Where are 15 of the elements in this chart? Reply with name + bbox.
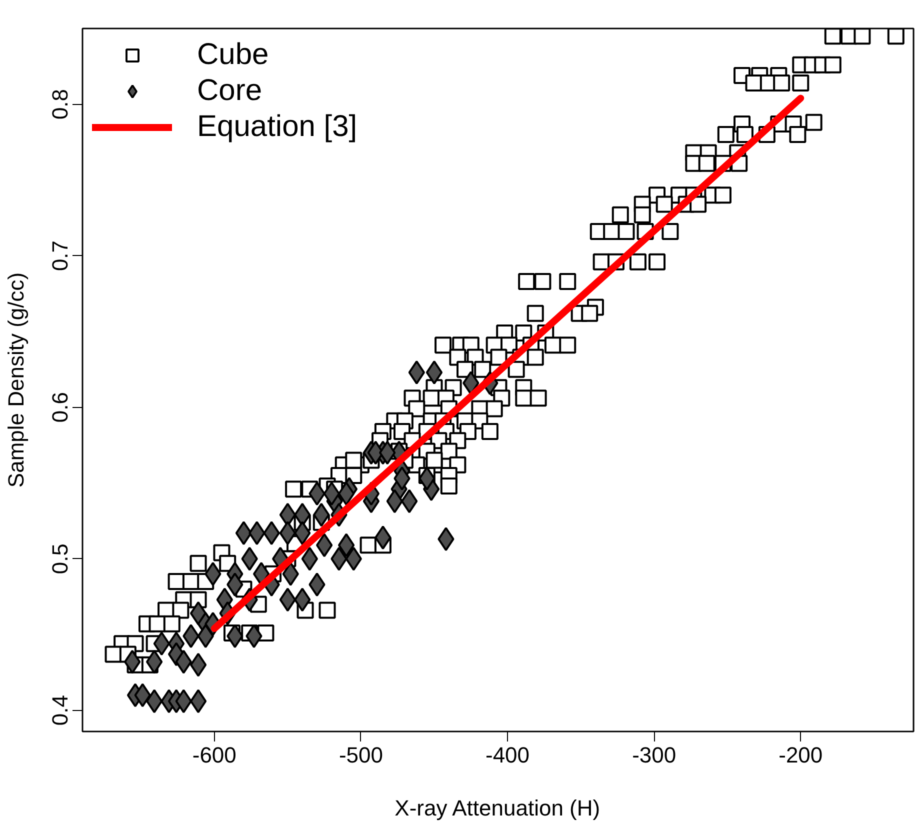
x-tick-label: -600: [192, 742, 236, 768]
y-axis-title: Sample Density (g/cc): [4, 272, 28, 488]
legend-label: Core: [197, 74, 262, 108]
x-axis-title: X-ray Attenuation (H): [394, 796, 600, 820]
x-tick-label: -400: [486, 742, 530, 768]
y-tick-label: 0.7: [48, 240, 72, 272]
x-tick-label: -500: [338, 742, 383, 768]
y-tick-label: 0.5: [48, 543, 72, 574]
legend-label: Equation [3]: [197, 110, 358, 144]
y-tick-label: 0.6: [48, 392, 72, 423]
x-tick-label: -200: [778, 742, 823, 768]
y-tick-label: 0.8: [48, 88, 72, 120]
legend-label: Cube: [197, 38, 269, 72]
x-tick-label: -300: [632, 742, 676, 768]
y-tick-label: 0.4: [48, 694, 72, 726]
